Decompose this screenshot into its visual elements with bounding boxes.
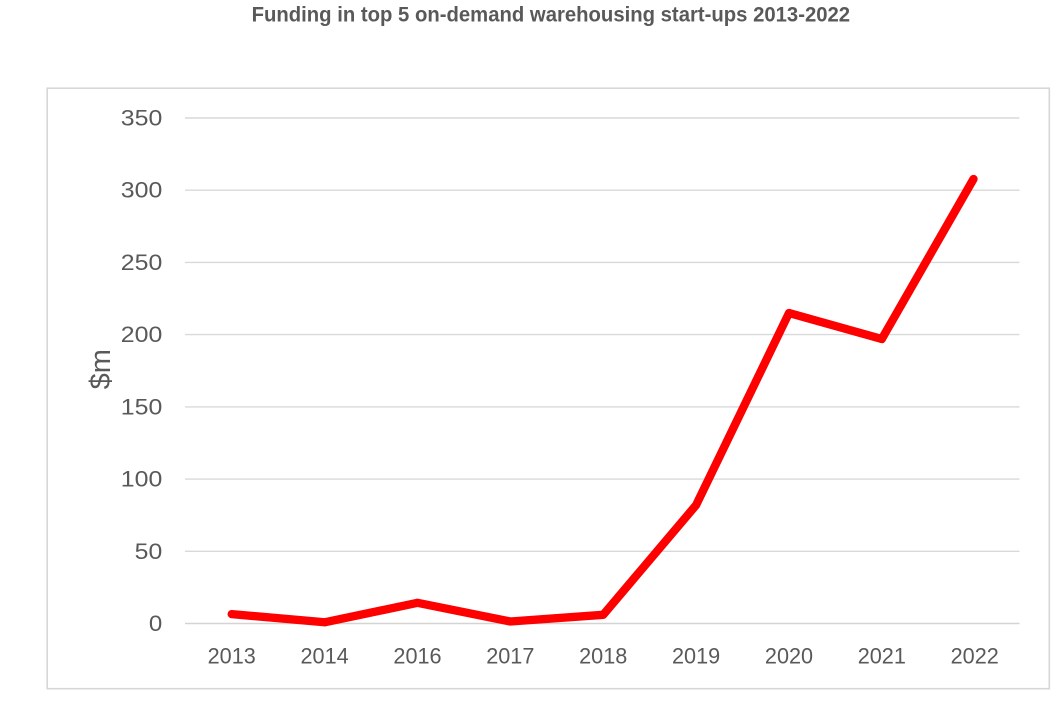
svg-text:350: 350 — [121, 106, 163, 131]
svg-text:2013: 2013 — [208, 644, 256, 669]
svg-text:100: 100 — [121, 467, 163, 492]
svg-text:250: 250 — [121, 250, 163, 275]
svg-text:50: 50 — [135, 539, 163, 564]
svg-text:2017: 2017 — [486, 644, 534, 669]
svg-text:2021: 2021 — [858, 644, 906, 669]
svg-text:2016: 2016 — [393, 644, 441, 669]
svg-text:$m: $m — [85, 349, 117, 389]
svg-text:2019: 2019 — [672, 644, 720, 669]
svg-text:2020: 2020 — [765, 644, 813, 669]
svg-text:2014: 2014 — [301, 644, 349, 669]
svg-text:0: 0 — [149, 611, 162, 636]
svg-text:300: 300 — [121, 178, 163, 203]
svg-text:2018: 2018 — [579, 644, 627, 669]
svg-text:2022: 2022 — [951, 644, 999, 669]
svg-text:150: 150 — [121, 394, 163, 419]
svg-text:200: 200 — [121, 322, 163, 347]
svg-text:Funding in top 5 on-demand war: Funding in top 5 on-demand warehousing s… — [252, 2, 851, 26]
